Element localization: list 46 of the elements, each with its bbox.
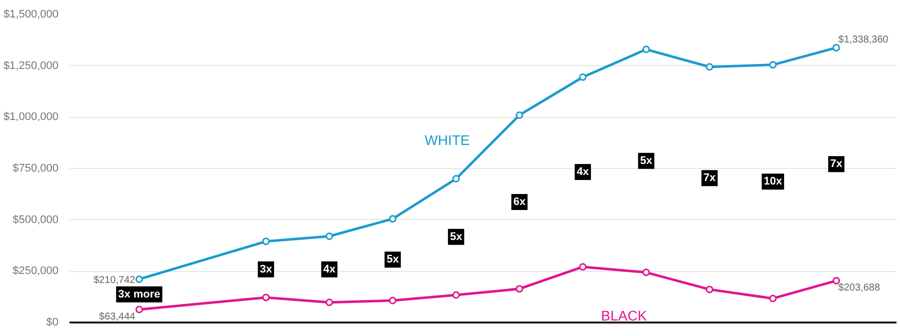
series-label: WHITE [424, 132, 470, 148]
annotation: 4x [323, 263, 336, 276]
annotation: 6x [513, 196, 526, 208]
point [516, 111, 524, 119]
point [642, 268, 650, 276]
annotation: 3x [260, 263, 273, 276]
annotation: 3x more [118, 288, 160, 300]
point [769, 294, 777, 302]
point [452, 175, 460, 183]
point [706, 286, 714, 294]
point [769, 61, 777, 69]
point [262, 238, 270, 246]
point [642, 46, 650, 54]
y-tick-label: $750,000 [12, 162, 59, 174]
y-tick-label: $0 [46, 316, 59, 328]
y-tick-label: $1,500,000 [3, 8, 59, 20]
text: BLACK [601, 307, 648, 324]
point [832, 44, 840, 52]
data-label: $210,742 [94, 275, 136, 286]
annotation: 5x [386, 254, 400, 266]
data-label: $63,444 [99, 311, 136, 322]
point [326, 298, 334, 306]
point [388, 215, 396, 223]
point [135, 306, 143, 314]
annotation: 7x [830, 158, 844, 170]
y-tick-label: $250,000 [12, 265, 59, 278]
point [452, 291, 460, 299]
point [135, 275, 143, 283]
point [706, 63, 714, 71]
y-tick-label: $1,000,000 [3, 111, 59, 124]
data-label: $203,688 [838, 282, 880, 294]
point [326, 232, 334, 240]
annotation: 5x [450, 230, 464, 243]
point [579, 73, 587, 81]
y-tick-label: $1,250,000 [3, 60, 59, 72]
annotation: 10x [764, 176, 783, 188]
data-label: $1,338,360 [838, 34, 889, 46]
annotation: 7x [703, 172, 717, 184]
y-tick-label: $500,000 [12, 214, 59, 226]
annotation: 5x [640, 154, 654, 167]
annotation: 4x [576, 166, 590, 178]
point [388, 296, 396, 304]
point [579, 263, 587, 271]
point [516, 285, 524, 293]
point [832, 276, 840, 284]
point [262, 294, 270, 302]
